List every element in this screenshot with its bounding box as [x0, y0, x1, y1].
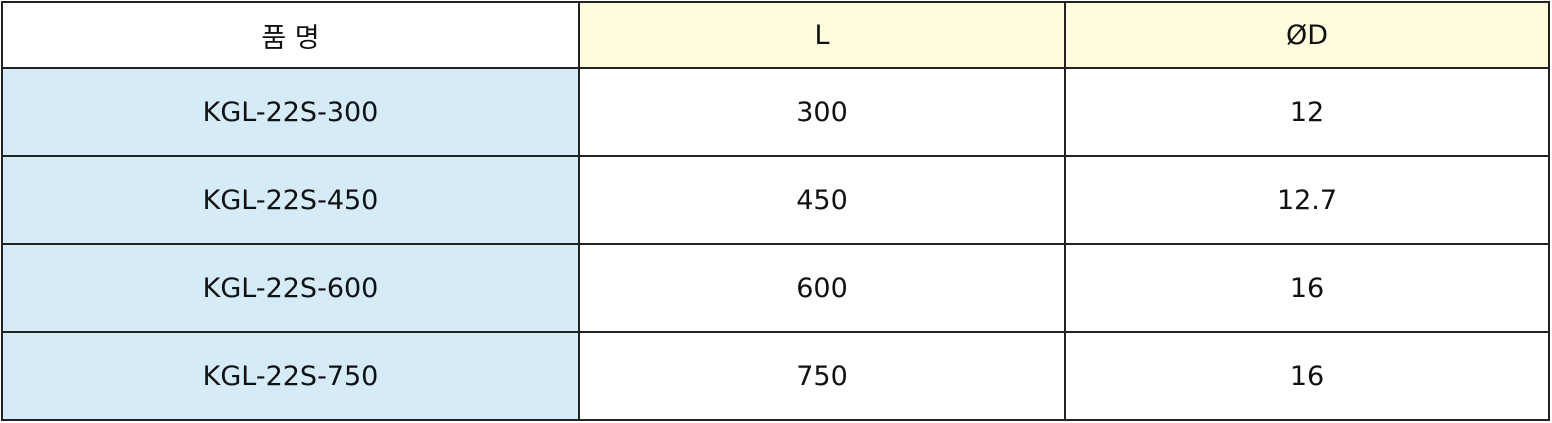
- cell-product-name: KGL-22S-750: [1, 331, 580, 421]
- cell-product-name: KGL-22S-300: [1, 67, 580, 157]
- table-row: KGL-22S-600 600 16: [1, 243, 1550, 333]
- cell-diameter: 12: [1064, 67, 1550, 157]
- cell-diameter: 12.7: [1064, 155, 1550, 245]
- table-row: KGL-22S-450 450 12.7: [1, 155, 1550, 245]
- cell-product-name: KGL-22S-600: [1, 243, 580, 333]
- table-row: KGL-22S-300 300 12: [1, 67, 1550, 157]
- cell-length: 300: [578, 67, 1066, 157]
- table-row: KGL-22S-750 750 16: [1, 331, 1550, 421]
- cell-length: 450: [578, 155, 1066, 245]
- header-row: 품 명 L ØD: [1, 1, 1550, 69]
- header-length: L: [578, 1, 1066, 69]
- cell-length: 750: [578, 331, 1066, 421]
- cell-product-name: KGL-22S-450: [1, 155, 580, 245]
- cell-diameter: 16: [1064, 331, 1550, 421]
- cell-length: 600: [578, 243, 1066, 333]
- header-diameter: ØD: [1064, 1, 1550, 69]
- cell-diameter: 16: [1064, 243, 1550, 333]
- header-product-name: 품 명: [1, 1, 580, 69]
